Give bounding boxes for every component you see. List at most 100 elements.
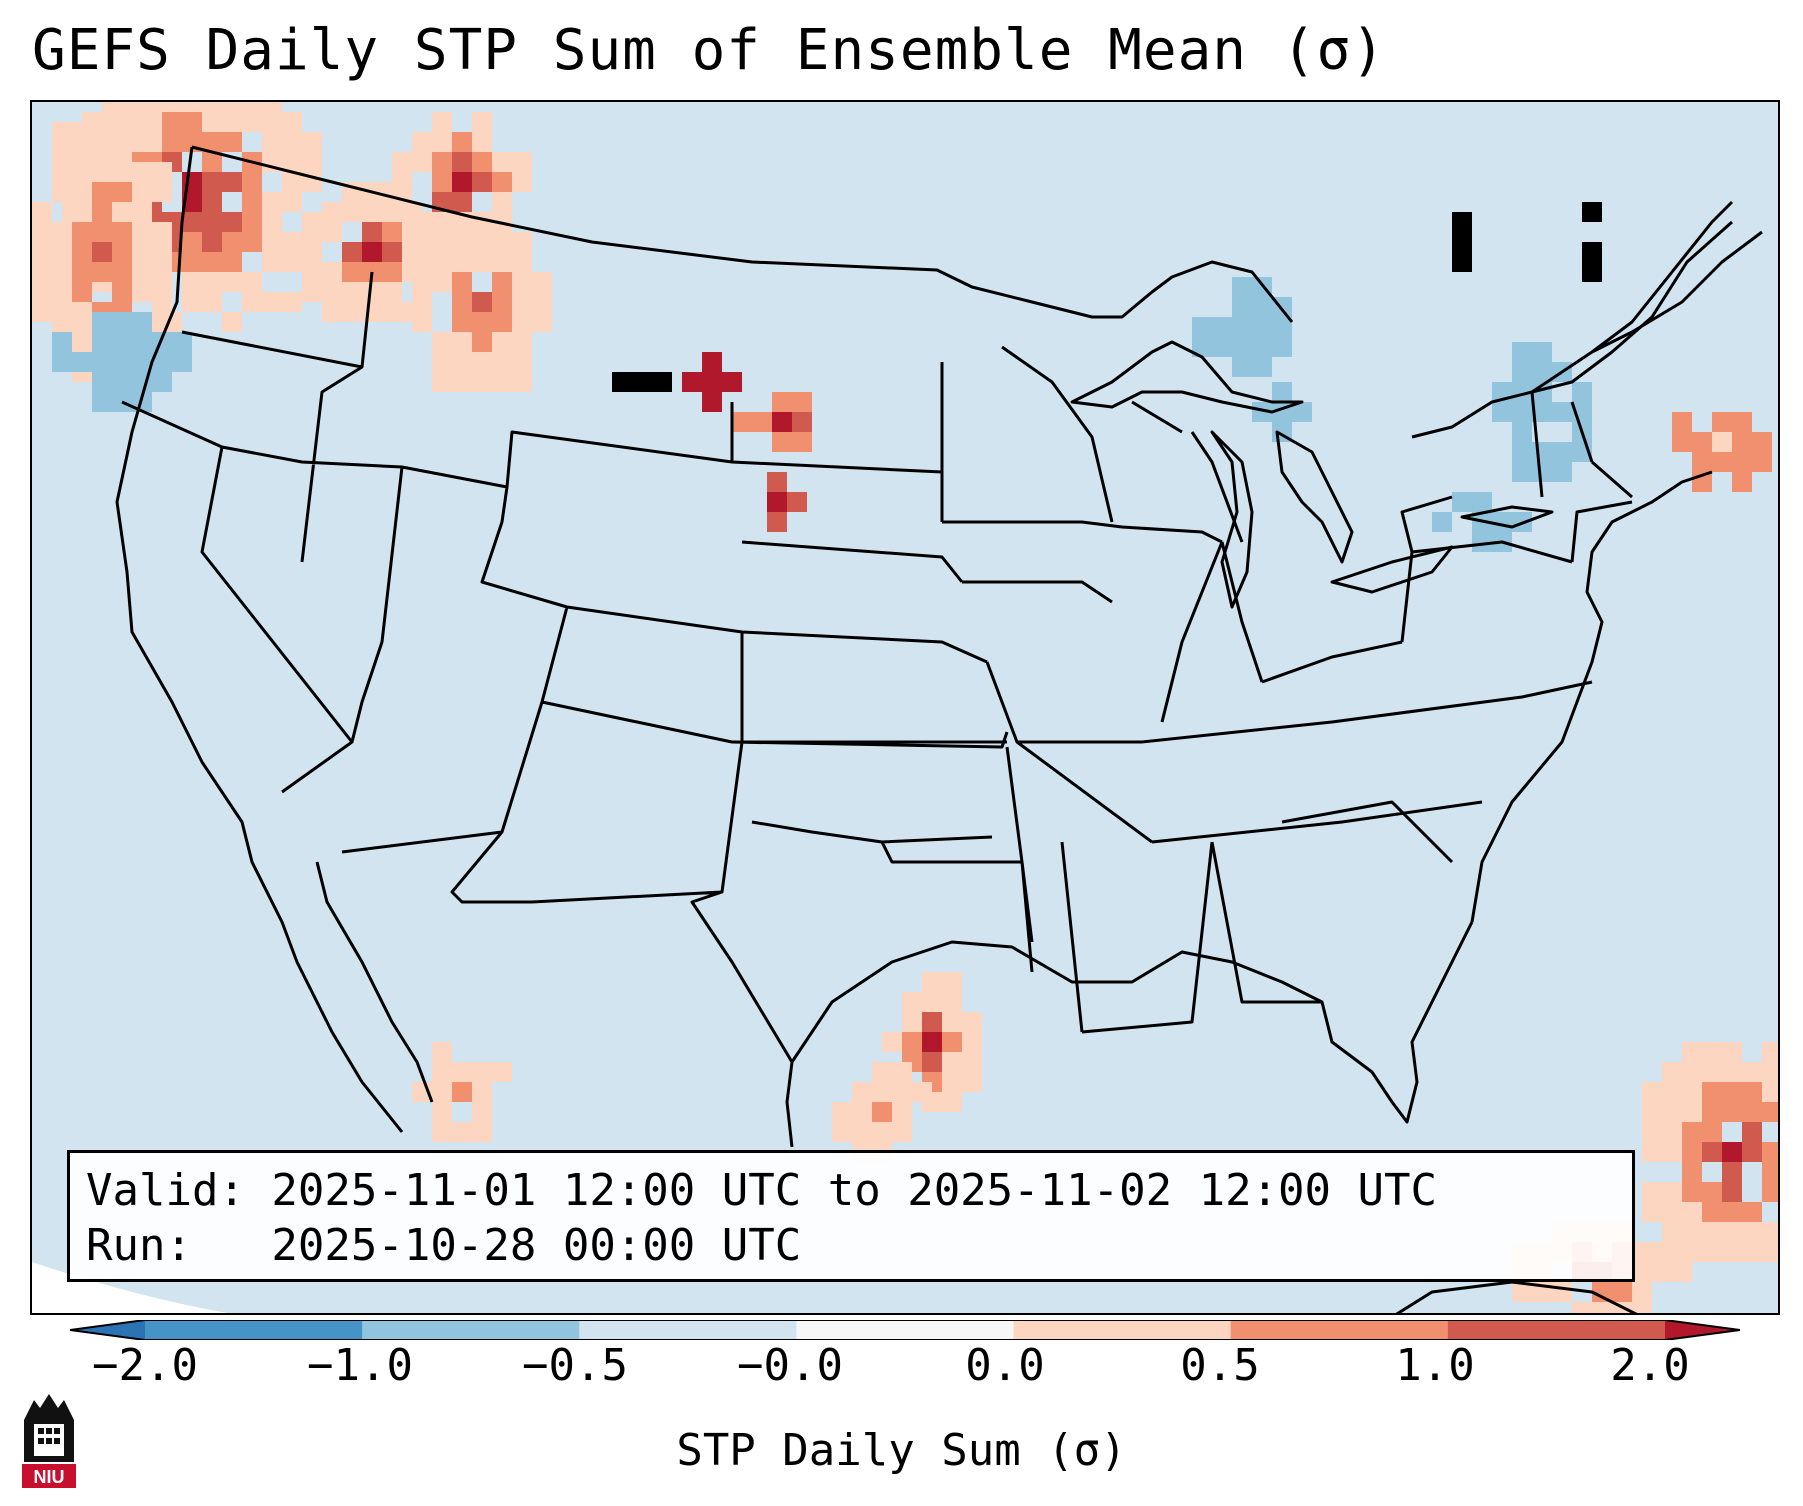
heatmap-cell [852,1122,872,1142]
heatmap-cell [767,492,787,512]
heatmap-cell [302,282,322,302]
heatmap-cell [942,1052,962,1072]
heatmap-cell [1732,432,1752,452]
heatmap-cell [452,192,472,212]
heatmap-cell [32,242,52,262]
heatmap-cell [472,1062,492,1082]
heatmap-cell [1492,402,1512,422]
heatmap-cell [132,162,152,182]
heatmap-cell [132,222,152,242]
heatmap-cell [942,972,962,992]
heatmap-cell [1722,1222,1742,1242]
heatmap-cell [282,232,302,252]
heatmap-cell [92,162,112,182]
heatmap-cell [242,292,262,312]
heatmap-cell [1682,1102,1702,1122]
tick-label: 0.0 [965,1340,1045,1391]
heatmap-cell [1612,1282,1632,1302]
heatmap-cell [1212,337,1232,357]
heatmap-cell [222,272,242,292]
heatmap-cell [242,232,262,252]
heatmap-cell [412,312,432,332]
stp-heatmap [32,102,1778,1313]
heatmap-cell [1742,1082,1762,1102]
colorbar-extend-high [1665,1320,1740,1340]
heatmap-cell [72,322,92,342]
heatmap-cell [112,262,132,282]
heatmap-cell [1452,492,1472,512]
heatmap-cell [222,172,242,192]
heatmap-cell [632,372,652,392]
heatmap-cell [922,1012,942,1032]
heatmap-cell [302,152,322,172]
heatmap-cell [1552,462,1572,482]
heatmap-cell [262,192,282,212]
heatmap-cell [112,202,132,222]
heatmap-cell [72,302,92,322]
heatmap-cell [132,312,152,332]
heatmap-cell [1432,512,1452,532]
heatmap-cell [242,192,262,212]
heatmap-cell [432,172,452,192]
heatmap-cell [1682,1082,1702,1102]
heatmap-cell [322,262,342,282]
heatmap-cell [612,372,632,392]
heatmap-cell [412,292,432,312]
heatmap-cell [882,1032,902,1052]
heatmap-cell [1532,362,1552,382]
heatmap-cell [132,182,152,202]
heatmap-cell [342,262,362,282]
heatmap-cell [1232,317,1252,337]
heatmap-cell [1662,1222,1682,1242]
heatmap-cell [472,1102,492,1122]
heatmap-cell [452,1122,472,1142]
heatmap-cell [342,242,362,262]
heatmap-cell [1722,1142,1742,1162]
heatmap-cell [872,1082,892,1102]
heatmap-cell [102,102,122,112]
heatmap-cell [942,1072,962,1092]
heatmap-cell [1762,1062,1778,1082]
heatmap-cell [322,282,342,302]
tick-label: −2.0 [92,1340,198,1391]
heatmap-cell [492,172,512,192]
heatmap-cell [112,312,132,332]
heatmap-cell [92,242,112,262]
heatmap-cell [1702,1062,1722,1082]
heatmap-cell [1722,1062,1742,1082]
heatmap-cell [382,282,402,302]
heatmap-cell [1212,317,1232,337]
heatmap-cell [242,102,262,112]
heatmap-cell [962,1052,982,1072]
heatmap-cell [112,372,132,392]
heatmap-cell [1762,1222,1778,1242]
heatmap-cell [902,1012,922,1032]
heatmap-cell [1682,1062,1702,1082]
heatmap-cell [1632,1302,1652,1313]
heatmap-cell [452,152,472,172]
heatmap-cell [1702,1082,1722,1102]
heatmap-cell [1662,1082,1682,1102]
heatmap-cell [32,302,52,322]
heatmap-cell [1632,1242,1652,1262]
heatmap-cell [512,292,532,312]
heatmap-cell [1702,1222,1722,1242]
heatmap-cell [432,1062,452,1082]
heatmap-cell [902,992,922,1012]
heatmap-cell [452,232,472,252]
heatmap-cell [382,302,402,322]
heatmap-cell [282,292,302,312]
niu-logo-icon: NIU [22,1394,76,1488]
heatmap-cell [1642,1142,1662,1162]
heatmap-cell [1512,362,1532,382]
heatmap-cell [1722,1162,1742,1182]
heatmap-cell [132,332,152,352]
heatmap-cell [112,352,132,372]
heatmap-cell [1452,252,1472,272]
tick-label: 2.0 [1610,1340,1690,1391]
heatmap-cell [182,272,202,292]
us-canada-border [191,145,1294,323]
heatmap-cell [1742,1122,1762,1142]
heatmap-cell [132,242,152,262]
heatmap-cell [182,232,202,252]
